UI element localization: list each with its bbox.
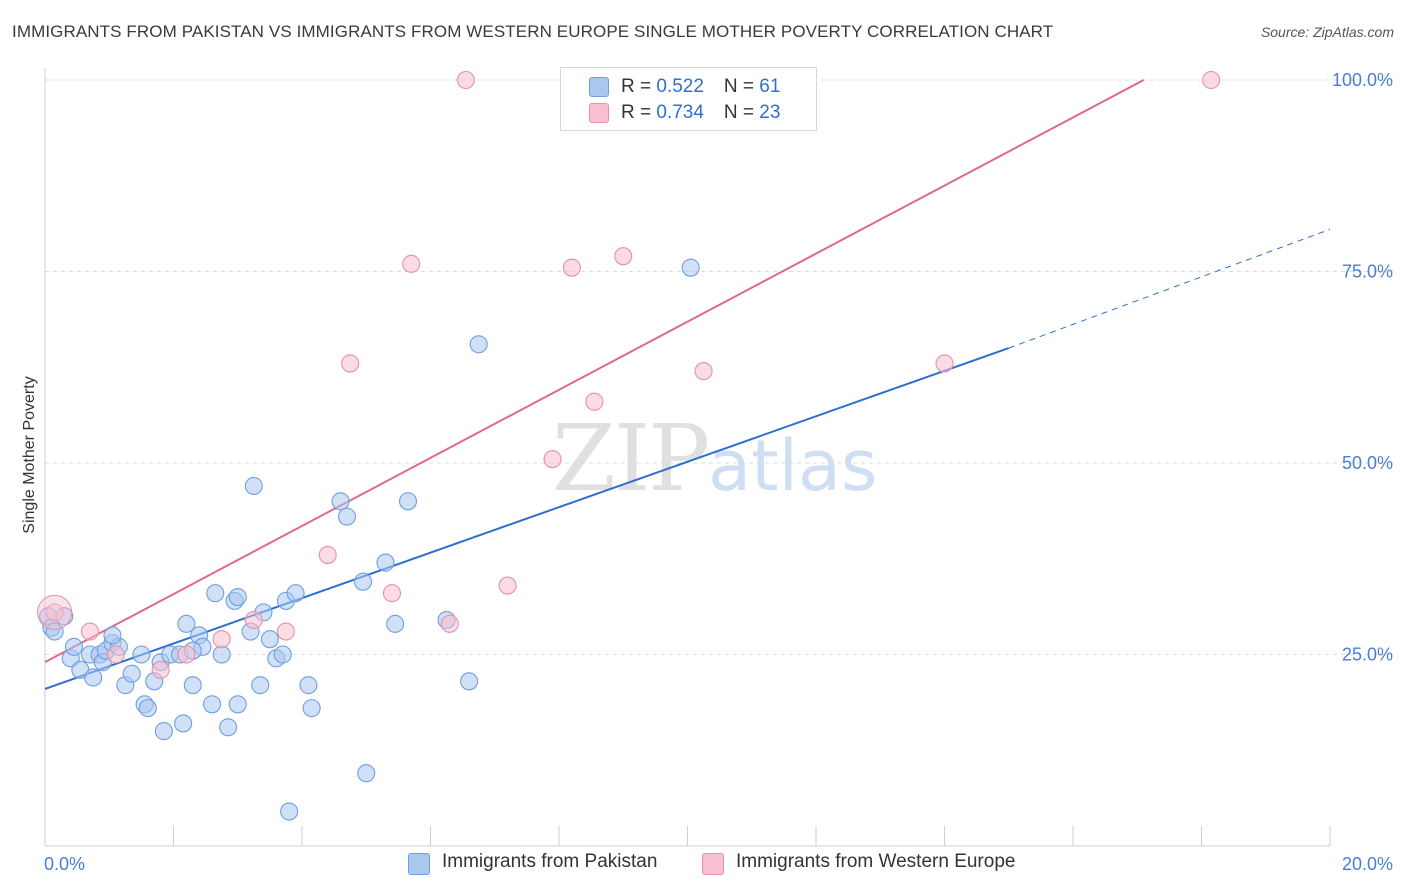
western-europe-point <box>382 584 402 603</box>
pakistan-trend-extension <box>1008 228 1331 349</box>
legend-swatch-western-europe <box>589 103 609 123</box>
western-europe-point <box>177 645 196 664</box>
legend-swatch-pakistan <box>589 77 609 97</box>
pakistan-point <box>174 714 193 733</box>
western-europe-point <box>614 247 633 266</box>
watermark-zip: ZIP <box>552 405 710 512</box>
pakistan-point <box>84 668 103 687</box>
pakistan-point <box>302 699 321 718</box>
legend-r-label: R = <box>621 76 657 97</box>
pakistan-point <box>299 676 318 695</box>
pakistan-point <box>260 630 279 649</box>
legend-r-value: 0.522 <box>656 76 704 97</box>
x-tick-label: 20.0% <box>1342 854 1393 874</box>
pakistan-point <box>219 718 238 737</box>
pakistan-point <box>122 664 141 683</box>
pakistan-point <box>244 476 263 496</box>
pakistan-point <box>177 614 196 633</box>
pakistan-point <box>353 572 373 591</box>
y-tick-label: 75.0% <box>1342 262 1393 282</box>
y-tick-label: 50.0% <box>1342 453 1393 473</box>
legend-r-value: 0.734 <box>656 102 704 123</box>
legend-n-value: 61 <box>759 76 781 97</box>
western-europe-point <box>80 622 100 641</box>
western-europe-point <box>440 614 459 633</box>
pakistan-point <box>357 764 376 783</box>
western-europe-trend-line <box>44 79 1145 664</box>
pakistan-point <box>331 492 350 511</box>
western-europe-point <box>212 630 231 649</box>
bottom-legend-label-western-europe: Immigrants from Western Europe <box>736 851 1016 872</box>
watermark-atlas: atlas <box>708 425 878 507</box>
pakistan-point <box>212 645 231 664</box>
gridlines <box>45 79 1393 655</box>
western-europe-point <box>318 545 337 564</box>
pakistan-point <box>280 802 299 821</box>
bottom-legend-label-pakistan: Immigrants from Pakistan <box>442 851 658 872</box>
western-europe-point <box>37 594 73 630</box>
pakistan-point <box>337 507 357 526</box>
legend-r-label: R = <box>621 102 657 123</box>
bottom-legend-swatch-pakistan <box>408 853 430 875</box>
western-europe-point <box>244 610 263 630</box>
legend-n-value: 23 <box>759 102 781 123</box>
pakistan-point <box>183 676 202 695</box>
pakistan-point <box>681 258 700 277</box>
pakistan-point <box>469 335 488 354</box>
y-tick-label: 25.0% <box>1342 645 1393 665</box>
pakistan-point <box>206 584 225 603</box>
pakistan-point <box>228 695 247 714</box>
x-tick-label: 0.0% <box>44 854 85 874</box>
western-europe-point <box>341 354 360 373</box>
bottom-legend-swatch-western-europe <box>702 853 724 875</box>
western-europe-point <box>543 450 562 469</box>
pakistan-trend-line <box>44 347 1010 690</box>
western-europe-point <box>585 392 604 411</box>
legend-n-label: N = <box>723 76 760 97</box>
pakistan-point <box>228 587 247 607</box>
pakistan-point <box>154 722 173 741</box>
pakistan-point <box>203 695 222 714</box>
western-europe-point <box>402 254 421 273</box>
western-europe-point <box>498 576 517 595</box>
y-axis-label: Single Mother Poverty <box>21 376 38 533</box>
tick-labels: 25.0% 50.0% 75.0% 100.0% 0.0% 20.0% Single Mot… <box>21 70 1393 874</box>
legend-n-label: N = <box>723 102 760 123</box>
western-europe-point <box>694 362 713 381</box>
pakistan-point <box>398 492 418 511</box>
source-credit: Source: ZipAtlas.com <box>1260 24 1394 40</box>
pakistan-point <box>286 584 305 603</box>
western-europe-point <box>106 645 125 664</box>
pakistan-point <box>376 553 395 572</box>
y-tick-label: 100.0% <box>1332 70 1393 90</box>
pakistan-point <box>103 626 122 645</box>
western-europe-point <box>1202 70 1221 90</box>
western-europe-point <box>151 660 170 679</box>
western-europe-point <box>935 354 954 373</box>
western-europe-point <box>45 603 64 622</box>
western-europe-point <box>562 258 581 277</box>
pakistan-point <box>273 645 292 664</box>
western-europe-point <box>456 70 475 90</box>
pakistan-point <box>251 676 270 695</box>
pakistan-point <box>132 645 151 664</box>
axes <box>44 68 1331 847</box>
data-points <box>37 70 1221 821</box>
pakistan-point <box>138 699 157 718</box>
pakistan-point <box>386 614 405 633</box>
western-europe-point <box>276 622 295 641</box>
pakistan-point <box>64 637 83 656</box>
pakistan-point <box>45 622 64 641</box>
pakistan-point <box>459 672 479 691</box>
chart-title: IMMIGRANTS FROM PAKISTAN VS IMMIGRANTS F… <box>12 22 1054 41</box>
correlation-legend: R = 0.522 N = 61 R = 0.734 N = 23 <box>560 67 817 131</box>
zipatlas-watermark: ZIPatlas <box>552 405 877 512</box>
